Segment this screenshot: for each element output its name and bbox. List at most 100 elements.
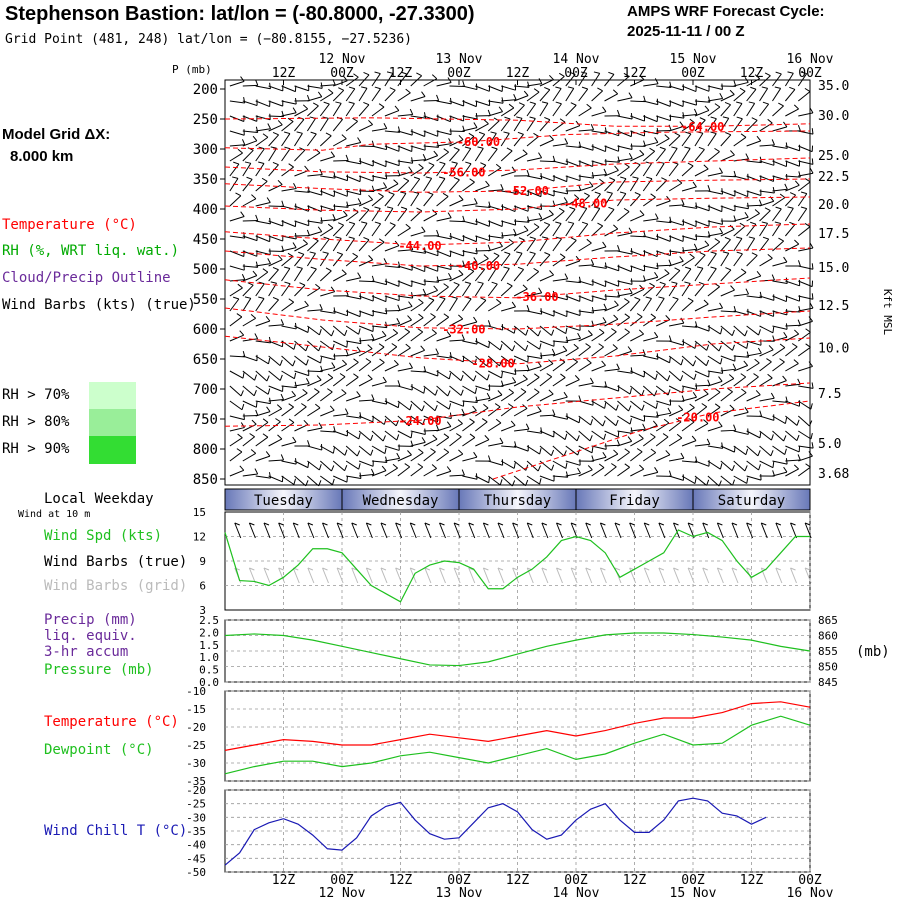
- wind-barb-shaft: [578, 73, 588, 87]
- wind-barb-flag: [458, 269, 464, 275]
- wind-barb-flag: [563, 197, 568, 203]
- wind-barb-shaft: [759, 88, 769, 102]
- wind-barb-shaft: [681, 122, 695, 132]
- wind-barb-flag: [714, 147, 720, 153]
- wind-barb-flag: [359, 188, 362, 195]
- wind-barb-shaft: [371, 263, 387, 267]
- wind-barb: [333, 408, 349, 417]
- wind-barb-flag: [762, 236, 769, 240]
- wind-barb-flag: [332, 79, 336, 85]
- wind-barb-true: [643, 522, 651, 539]
- pressure-tick-label: 600: [193, 322, 218, 338]
- wind-barb-shaft: [539, 103, 549, 117]
- wind-barb-shaft: [307, 460, 320, 471]
- height-tick-label: 10.0: [818, 342, 849, 357]
- wind-barb: [578, 415, 594, 426]
- wind-barb-flag: [538, 212, 543, 219]
- wind-barb: [759, 414, 775, 421]
- wind-barb: [694, 370, 710, 378]
- wind-barb-flag: [654, 78, 659, 84]
- wind-barb: [306, 266, 317, 282]
- wind-barb: [449, 385, 464, 396]
- wind-barb-shaft: [733, 293, 749, 297]
- wind-barb: [371, 86, 381, 102]
- wind-barb-flag: [397, 380, 401, 387]
- wind-barb-flag: [575, 120, 581, 127]
- wind-barb-shaft: [617, 451, 630, 462]
- wind-barb-true-flag: [380, 522, 387, 526]
- wind-barb-shaft: [449, 115, 464, 122]
- wind-barb: [294, 340, 309, 352]
- wind-barb-shaft: [371, 346, 385, 357]
- wind-barb-shaft: [539, 274, 554, 282]
- wind-barb-shaft: [307, 240, 319, 252]
- wind-barb-shaft: [500, 107, 515, 117]
- wind-barb-shaft: [759, 144, 775, 147]
- top-hour-label: 12Z: [506, 66, 530, 81]
- wind-barb-flag: [491, 281, 498, 285]
- wind-barb: [565, 71, 576, 87]
- wind-barb-flag: [423, 387, 426, 394]
- wind-barb-shaft: [255, 385, 269, 395]
- wind-barb: [229, 296, 240, 312]
- wind-barb-shaft: [500, 205, 516, 212]
- wind-barb: [513, 116, 523, 132]
- wind-barb: [681, 297, 694, 312]
- wind-barb-flag: [523, 225, 529, 231]
- wind-barb-shaft: [320, 409, 335, 417]
- top-date-label: 14 Nov: [553, 52, 600, 67]
- wind-barb: [449, 146, 460, 162]
- wind-barb: [229, 264, 245, 271]
- wind-barb: [655, 296, 665, 312]
- wind-barb-shaft: [604, 209, 615, 222]
- wind-barb-flag: [587, 465, 593, 471]
- wind-barb-shaft: [681, 440, 697, 447]
- wind-barb: [785, 359, 799, 372]
- wind-barb-flag: [436, 424, 440, 431]
- wind-barb-shaft: [345, 120, 358, 132]
- wind-barb: [423, 424, 440, 432]
- wind-barb: [371, 330, 387, 342]
- wind-barb-shaft: [268, 259, 283, 267]
- wind-barb-shaft: [461, 283, 472, 297]
- wind-barb: [630, 95, 646, 103]
- wind-barb-shaft: [462, 410, 477, 417]
- wind-barb-shaft: [526, 391, 540, 402]
- wind-barb-grid-flag: [512, 567, 518, 571]
- wind-barb-flag: [746, 351, 750, 358]
- wind-barb: [462, 296, 472, 312]
- wind-barb-shaft: [565, 280, 581, 284]
- wind-barb-shaft: [720, 475, 733, 486]
- wind-barb-flag: [703, 389, 709, 395]
- wind-barb-shaft: [475, 235, 490, 242]
- wind-barb: [423, 297, 435, 312]
- wind-barb-shaft: [345, 103, 355, 117]
- wind-barb: [358, 236, 370, 252]
- bottom-hour-label: 00Z: [330, 873, 354, 888]
- wind-barb-flag: [408, 166, 413, 172]
- wind-barb: [384, 179, 399, 192]
- wind-barb-shaft: [526, 253, 536, 267]
- wind-barb: [591, 451, 607, 462]
- wind-barb-shaft: [229, 437, 243, 447]
- wind-barb-flag: [258, 161, 265, 164]
- wind-ytick-label: 12: [193, 531, 206, 544]
- wind-barb-shaft: [746, 475, 762, 481]
- wind-barb: [604, 71, 615, 87]
- wind-barb: [410, 345, 426, 357]
- wind-barb-flag: [292, 242, 297, 248]
- wind-barb-flag: [431, 464, 437, 469]
- wind-barb: [501, 219, 517, 226]
- wind-barb-flag: [270, 146, 277, 149]
- wind-barb-flag: [775, 206, 782, 210]
- wind-barb-shaft: [707, 151, 720, 162]
- wind-barb-flag: [421, 91, 426, 97]
- wind-barb-flag: [385, 398, 388, 405]
- wind-barb: [565, 86, 575, 102]
- wind-barb: [255, 146, 265, 162]
- wind-barb-shaft: [255, 85, 271, 90]
- wind-barb-flag: [590, 259, 595, 266]
- wind-barb-flag: [305, 378, 310, 384]
- bottom-hour-label: 00Z: [681, 873, 705, 888]
- wind-barb-shaft: [384, 183, 399, 192]
